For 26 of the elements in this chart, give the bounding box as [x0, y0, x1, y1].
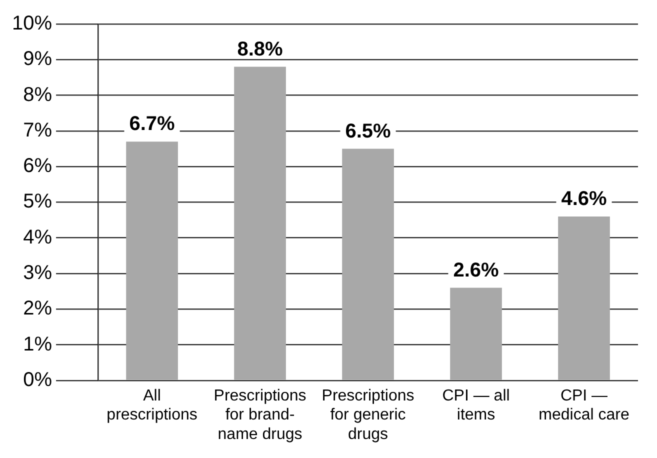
- data-label: 2.6%: [453, 259, 500, 282]
- y-tick-label: 3%: [23, 262, 52, 284]
- y-tick-label: 9%: [23, 48, 52, 70]
- x-tick-label: All prescriptions: [106, 387, 198, 424]
- y-tick-label: 1%: [23, 333, 52, 356]
- data-label: 4.6%: [561, 188, 608, 210]
- bar: [450, 288, 502, 380]
- data-label: 6.7%: [129, 113, 176, 136]
- x-tick-label: CPI — all items: [442, 387, 510, 424]
- data-label: 6.5%: [345, 120, 392, 142]
- x-tick-label: CPI — medical care: [538, 387, 630, 424]
- x-tick-label: Prescriptions for brand-name drugs: [214, 387, 306, 443]
- y-tick-label: 7%: [23, 119, 52, 142]
- data-label: 8.8%: [237, 38, 284, 60]
- bar: [342, 148, 394, 380]
- y-tick-label: 4%: [23, 226, 52, 248]
- y-tick-label: 10%: [12, 12, 52, 35]
- bar: [558, 216, 610, 380]
- y-tick-label: 5%: [23, 190, 52, 213]
- x-tick-label: Prescriptions for generic drugs: [322, 387, 414, 443]
- y-tick-label: 0%: [23, 368, 52, 391]
- bar: [126, 142, 178, 380]
- y-tick-label: 8%: [23, 84, 52, 106]
- y-tick-label: 6%: [23, 155, 52, 178]
- y-tick-label: 2%: [23, 298, 52, 320]
- bar: [234, 66, 286, 380]
